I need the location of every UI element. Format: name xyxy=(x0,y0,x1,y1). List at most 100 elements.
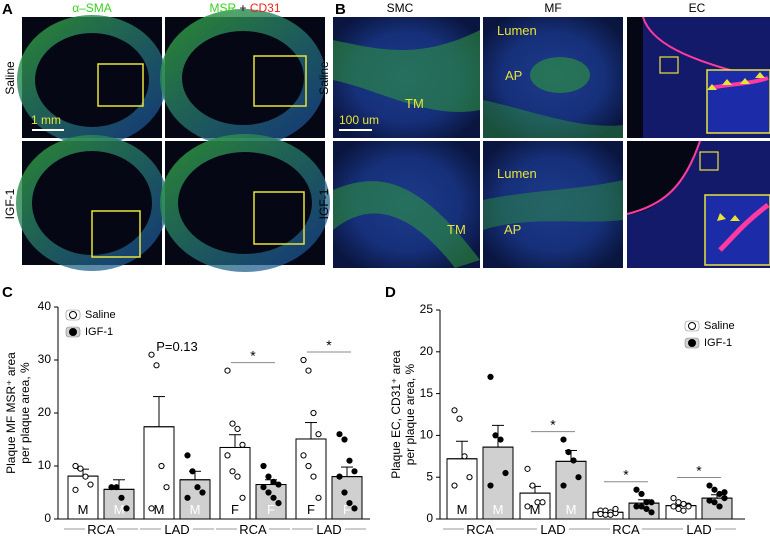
bar-label: F xyxy=(343,502,351,517)
data-point xyxy=(721,495,728,502)
data-point xyxy=(305,367,312,374)
data-point xyxy=(648,499,655,506)
data-point xyxy=(108,484,115,491)
data-point xyxy=(275,481,282,488)
y-tick-label: 10 xyxy=(420,428,434,442)
bar-label: M xyxy=(154,502,165,517)
y-tick-label: 0 xyxy=(44,511,51,525)
data-point xyxy=(194,484,201,491)
data-point xyxy=(680,507,687,514)
y-tick-label: 20 xyxy=(420,344,434,358)
data-point xyxy=(643,505,650,513)
data-point xyxy=(239,494,246,501)
data-point xyxy=(336,431,343,438)
data-point xyxy=(597,510,604,518)
data-point xyxy=(310,473,317,480)
data-point xyxy=(123,505,130,512)
bar-label: F xyxy=(267,502,275,517)
significance-star: * xyxy=(250,348,256,364)
data-point xyxy=(461,453,468,460)
data-point xyxy=(466,474,473,481)
data-point xyxy=(82,473,89,480)
data-point xyxy=(315,494,322,501)
data-point xyxy=(675,505,682,513)
data-point xyxy=(524,465,531,472)
data-point xyxy=(529,482,536,489)
panel-label: D xyxy=(385,284,396,301)
legend-label: IGF-1 xyxy=(704,337,732,349)
data-point xyxy=(72,486,79,493)
column-header: SMC xyxy=(387,1,414,15)
data-point xyxy=(310,409,317,417)
data-point xyxy=(270,478,277,485)
data-point xyxy=(638,503,645,510)
significance-star: * xyxy=(550,417,556,433)
data-point xyxy=(711,486,718,493)
bar-label: M xyxy=(78,502,89,517)
data-point xyxy=(633,503,640,510)
data-point xyxy=(451,482,458,489)
data-point xyxy=(260,462,267,470)
panel-label: B xyxy=(335,1,346,18)
panel-label: A xyxy=(2,1,13,18)
data-point xyxy=(341,436,348,443)
bar-label: M xyxy=(530,502,541,517)
data-point xyxy=(575,474,582,481)
data-point xyxy=(265,489,272,496)
y-axis-label: per plaque area, % xyxy=(403,363,417,465)
data-point xyxy=(163,484,170,491)
data-point xyxy=(633,486,640,493)
data-point xyxy=(77,465,84,472)
data-point xyxy=(539,499,546,506)
x-tick-label: RCA xyxy=(466,522,494,537)
data-point xyxy=(711,499,718,506)
data-point xyxy=(118,494,125,501)
bar-label: M xyxy=(457,502,468,517)
x-tick-label: LAD xyxy=(316,522,341,537)
data-point xyxy=(534,499,541,506)
data-point xyxy=(497,436,504,443)
y-tick-label: 25 xyxy=(420,302,434,316)
column-header: MF xyxy=(544,1,561,15)
data-point xyxy=(239,441,246,448)
bar-label: M xyxy=(493,502,504,517)
significance-star: * xyxy=(623,467,629,483)
image-label: Lumen xyxy=(497,23,537,38)
legend-label: Saline xyxy=(704,320,735,332)
data-point xyxy=(265,473,272,480)
data-point xyxy=(189,468,196,475)
data-point xyxy=(148,351,155,358)
data-point xyxy=(199,489,206,496)
panel-b-images xyxy=(333,16,770,268)
data-point xyxy=(680,500,687,508)
column-header: EC xyxy=(689,1,706,15)
data-point xyxy=(560,436,567,443)
data-point xyxy=(260,484,267,491)
image-label: AP xyxy=(504,222,521,237)
data-point xyxy=(346,500,353,507)
legend-label: IGF-1 xyxy=(85,326,113,338)
image-label: Lumen xyxy=(497,166,537,181)
data-point xyxy=(336,473,343,480)
data-point xyxy=(341,489,348,496)
image-label: TM xyxy=(447,222,466,237)
y-axis-label: Plaque EC, CD31⁺ area xyxy=(389,350,403,479)
bar-label: F xyxy=(307,502,315,517)
row-label: IGF-1 xyxy=(3,188,17,219)
significance-star: * xyxy=(326,337,332,353)
legend-marker xyxy=(69,311,77,319)
data-point xyxy=(229,420,236,427)
data-point xyxy=(87,481,94,488)
scale-bar-label: 1 mm xyxy=(31,113,61,127)
row-label: Saline xyxy=(317,61,331,95)
significance-star: * xyxy=(696,463,702,479)
data-point xyxy=(612,505,619,513)
y-tick-label: 30 xyxy=(38,352,52,366)
x-tick-label: LAD xyxy=(164,522,189,537)
data-point xyxy=(351,468,358,475)
y-tick-label: 5 xyxy=(426,469,433,483)
data-point xyxy=(487,482,494,489)
bar xyxy=(143,426,175,520)
data-point xyxy=(300,452,307,459)
data-point xyxy=(643,499,650,506)
